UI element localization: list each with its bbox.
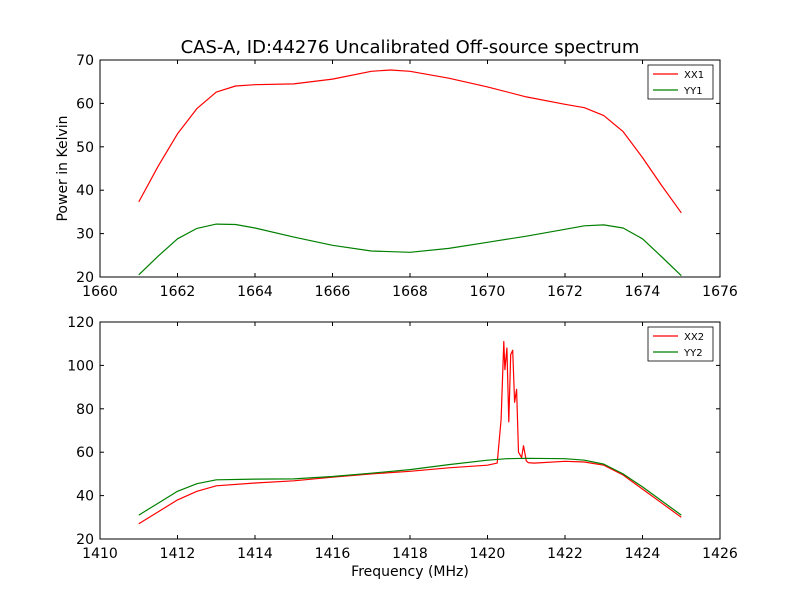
y-axis-label: Power in Kelvin [55,115,71,221]
legend-box [647,64,714,100]
x-tick-label: 1672 [547,284,583,300]
x-tick-label: 1410 [82,546,118,562]
legend-label-xx2: XX2 [684,332,704,343]
figure-title: CAS-A, ID:44276 Uncalibrated Off-source … [181,37,640,58]
y-tick-label: 50 [76,140,94,156]
y-tick-label: 40 [76,183,94,199]
x-tick-label: 1412 [160,546,196,562]
legend-label-yy2: YY2 [683,348,703,359]
legend-box [647,326,714,362]
legend-label-xx1: XX1 [684,70,704,81]
y-tick-label: 40 [76,489,94,505]
y-tick-label: 30 [76,227,94,243]
series-line-xx2 [138,340,682,525]
y-tick-label: 60 [76,445,94,461]
y-tick-label: 80 [76,402,94,418]
x-tick-label: 1674 [625,284,661,300]
bottom-subplot: 1410 1412 1414 1416 1418 1420 1422 1424 1426 20 40… [67,315,738,580]
x-tick-label: 1420 [470,546,506,562]
x-tick-label: 1666 [315,284,351,300]
series-line-yy1 [138,223,682,277]
y-tick-label: 100 [67,358,94,374]
y-tick-label: 120 [67,315,94,331]
x-tick-label: 1424 [625,546,661,562]
x-tick-label: 1418 [392,546,428,562]
x-tick-label: 1660 [82,284,118,300]
y-tick-label: 60 [76,96,94,112]
x-tick-label: 1668 [392,284,428,300]
x-tick-label: 1664 [237,284,273,300]
legend-label-yy1: YY1 [683,86,703,97]
top-subplot: 1660 1662 1664 1666 1668 1670 1672 1674 1676 20 30… [55,53,738,300]
series-line-xx1 [138,69,682,214]
y-tick-label: 20 [76,532,94,548]
y-tick-label: 70 [76,53,94,69]
x-tick-label: 1416 [315,546,351,562]
x-tick-label: 1426 [702,546,738,562]
x-tick-label: 1662 [160,284,196,300]
x-tick-label: 1676 [702,284,738,300]
x-tick-label: 1414 [237,546,273,562]
y-tick-label: 20 [76,270,94,286]
x-axis-label: Frequency (MHz) [351,564,469,580]
x-tick-label: 1422 [547,546,583,562]
x-tick-label: 1670 [470,284,506,300]
series-line-yy2 [138,457,682,516]
